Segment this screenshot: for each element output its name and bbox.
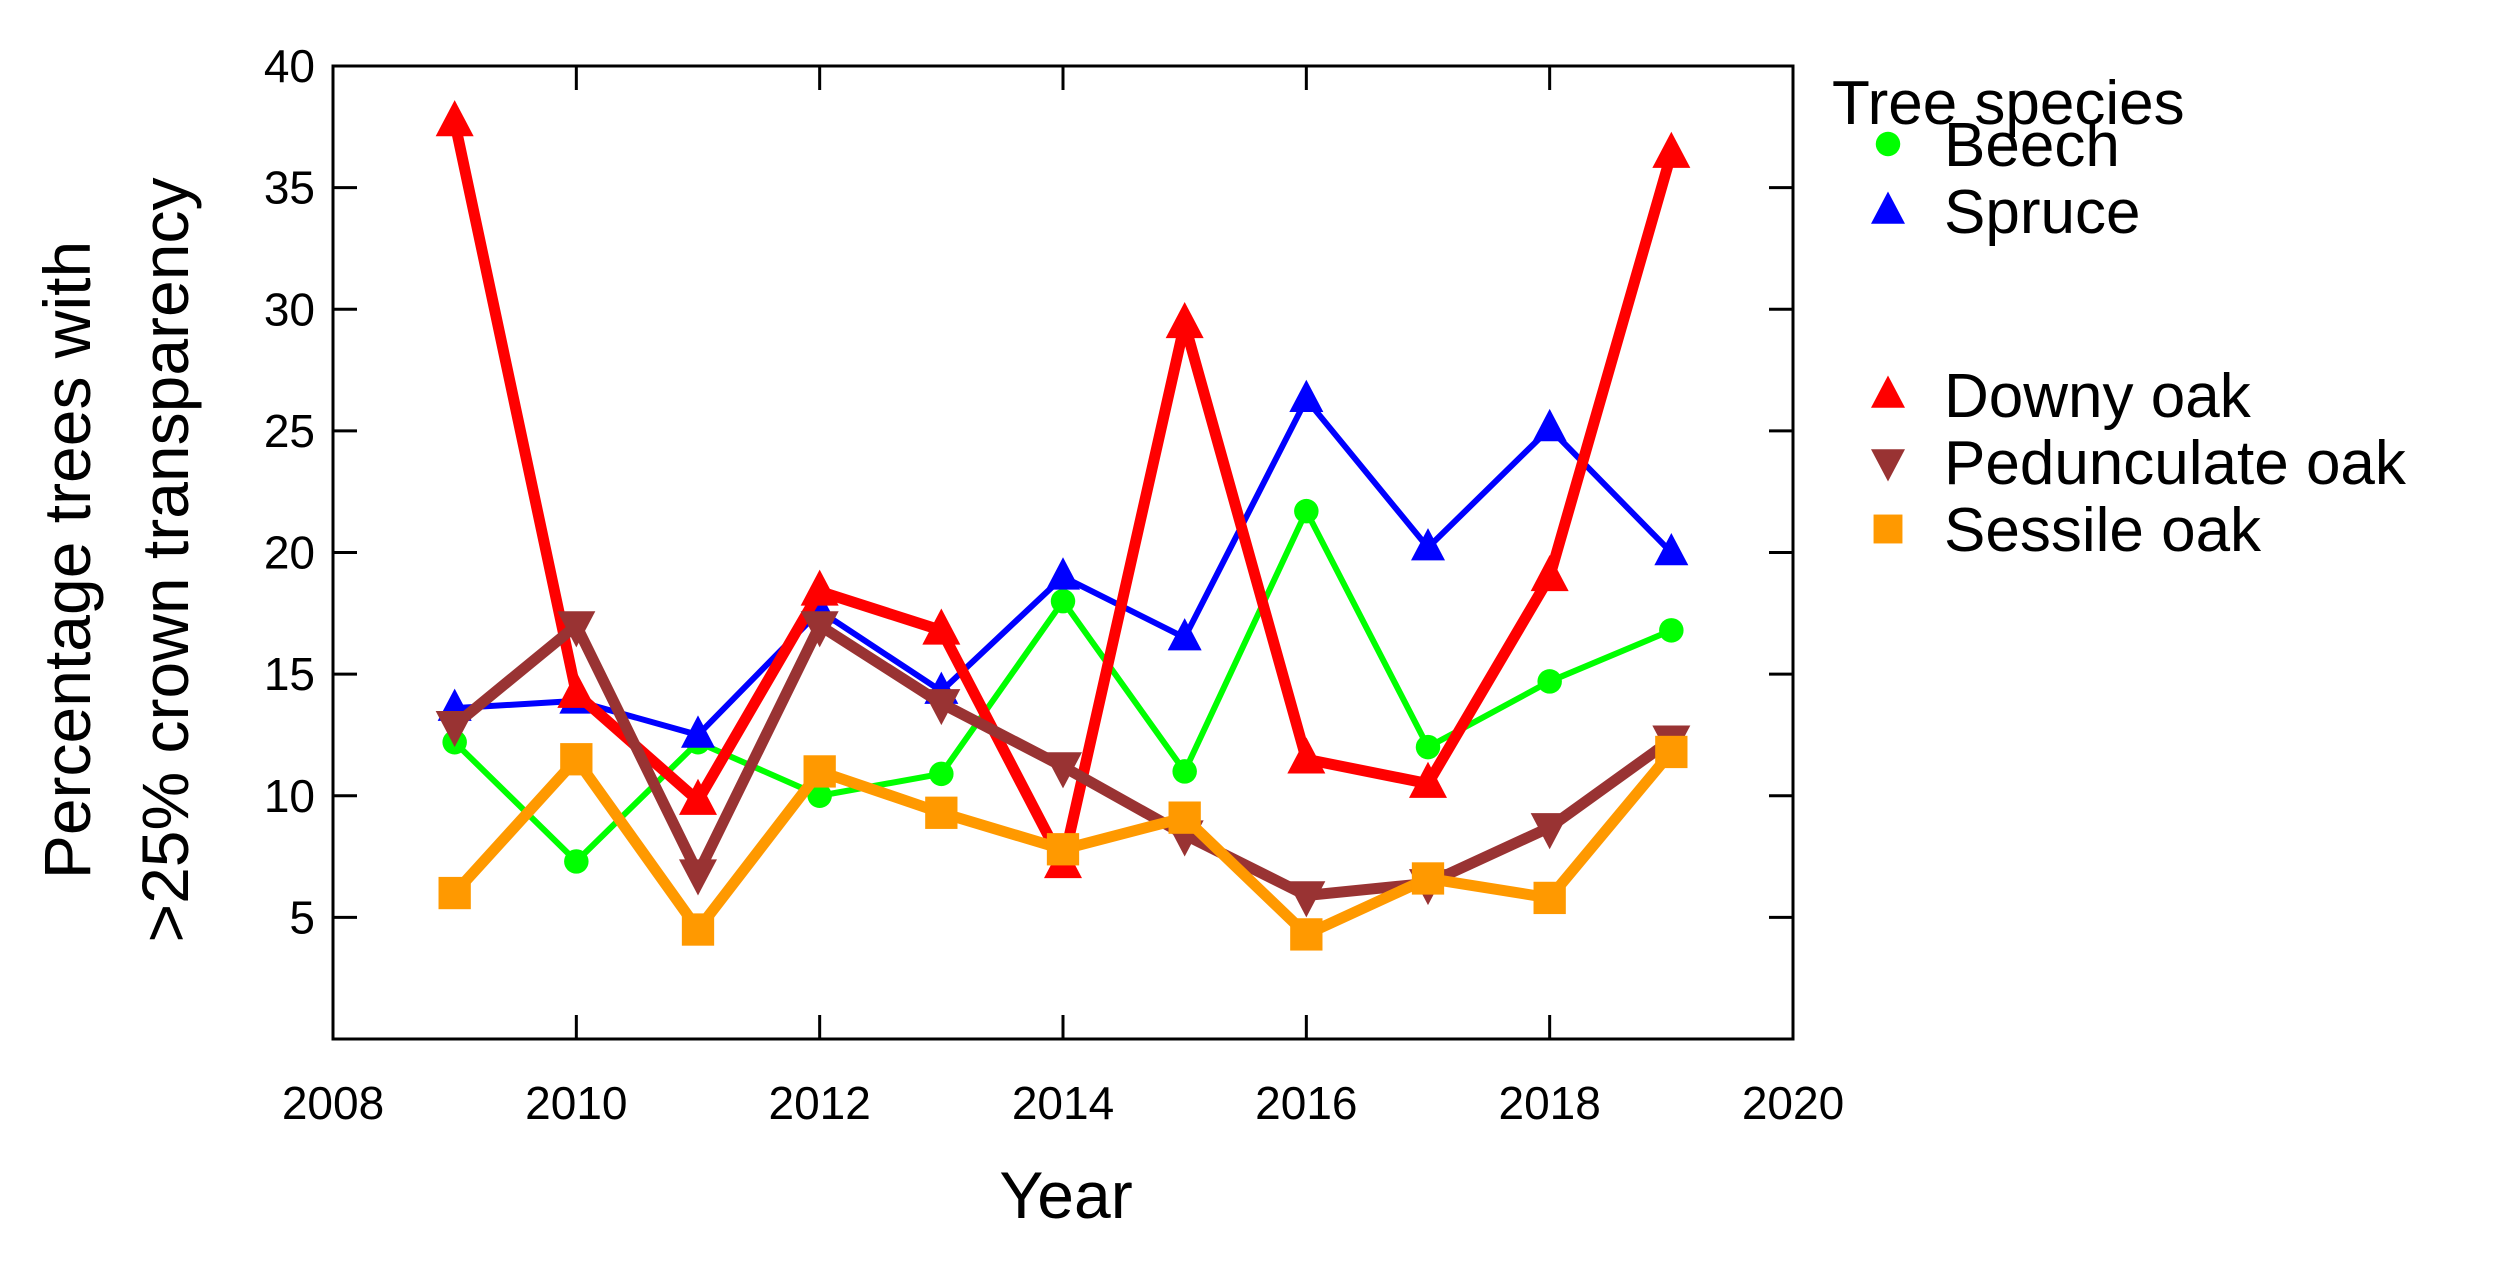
data-point-sessile-oak <box>681 913 715 946</box>
data-point-pedunculate-oak <box>800 611 839 648</box>
data-point-sessile-oak <box>1046 833 1080 866</box>
data-point-spruce <box>1532 408 1567 442</box>
data-point-sessile-oak <box>1411 862 1445 895</box>
data-point-sessile-oak <box>560 743 593 776</box>
data-point-downy-oak <box>1165 301 1204 339</box>
axes: 2008 2010 2012 2014 2016 2018 2020 5 10 15 20 25 30 3… <box>264 40 1844 1129</box>
legend-marker-downy-oak <box>1871 375 1905 408</box>
y-axis-title-line-2: >25% crown transparency <box>128 178 202 943</box>
data-point-beech <box>929 761 954 787</box>
y-tick-label: 5 <box>289 891 315 943</box>
data-point-spruce <box>681 715 715 748</box>
data-point-downy-oak <box>557 671 596 708</box>
data-point-spruce <box>1046 557 1080 590</box>
legend-marker-spruce <box>1871 191 1905 224</box>
series-sessile-oak <box>438 735 1688 951</box>
data-point-pedunculate-oak <box>557 611 596 648</box>
x-tick-label: 2008 <box>282 1077 384 1129</box>
x-tick-label: 2010 <box>525 1077 627 1129</box>
data-point-pedunculate-oak <box>922 689 961 726</box>
data-point-beech <box>807 783 832 808</box>
data-point-beech <box>1172 759 1197 784</box>
data-point-sessile-oak <box>1655 735 1688 769</box>
legend-item-pedunculate-oak: Pedunculate oak <box>1871 429 2407 498</box>
x-tick-label: 2014 <box>1012 1077 1114 1129</box>
data-point-beech <box>1415 734 1441 760</box>
legend-title: Tree species <box>1832 69 2185 138</box>
data-point-downy-oak <box>679 778 717 815</box>
y-tick-label: 20 <box>264 527 315 579</box>
x-tick-label: 2016 <box>1255 1077 1357 1129</box>
legend-item-spruce: Spruce <box>1871 178 2140 247</box>
data-point-spruce <box>1289 379 1324 413</box>
data-point-sessile-oak <box>1168 801 1201 834</box>
data-point-spruce <box>1167 618 1202 651</box>
y-tick-label: 35 <box>264 162 315 214</box>
plot-frame <box>331 64 1795 1041</box>
data-point-downy-oak <box>800 569 839 606</box>
data-point-sessile-oak <box>1290 918 1323 951</box>
data-point-sessile-oak <box>1533 881 1566 915</box>
x-axis-title: Year <box>999 1158 1132 1232</box>
data-point-beech <box>564 849 589 874</box>
legend-label-sessile-oak: Sessile oak <box>1944 496 2262 565</box>
y-tick-label: 15 <box>264 648 315 700</box>
y-tick-label: 30 <box>264 283 315 335</box>
legend-marker-sessile-oak <box>1873 514 1903 544</box>
data-point-beech <box>1294 498 1319 524</box>
data-point-pedunculate-oak <box>679 859 717 896</box>
data-point-spruce <box>1411 528 1445 561</box>
x-tick-label: 2020 <box>1742 1077 1844 1129</box>
x-tick-label: 2018 <box>1498 1077 1600 1129</box>
x-tick-label: 2012 <box>768 1077 870 1129</box>
data-point-beech <box>1659 618 1684 643</box>
legend-item-downy-oak: Downy oak <box>1871 362 2252 431</box>
data-point-downy-oak <box>1287 737 1326 774</box>
data-point-beech <box>1050 588 1076 614</box>
series-beech <box>442 498 1684 874</box>
data-point-pedunculate-oak <box>1287 881 1326 918</box>
y-tick-label: 40 <box>264 40 315 92</box>
data-point-pedunculate-oak <box>1530 813 1569 850</box>
series-layer <box>435 100 1691 951</box>
axis-labels: Year Percentage trees with >25% crown tr… <box>30 178 1133 1232</box>
data-point-downy-oak <box>1530 554 1569 592</box>
data-point-pedunculate-oak <box>1044 752 1082 789</box>
data-point-sessile-oak <box>925 796 958 829</box>
legend-item-beech: Beech <box>1875 111 2120 180</box>
y-tick-label: 10 <box>264 770 315 822</box>
data-point-spruce <box>1654 532 1689 566</box>
legend-label-pedunculate-oak: Pedunculate oak <box>1944 429 2407 498</box>
legend-label-downy-oak: Downy oak <box>1944 362 2252 431</box>
legend-marker-pedunculate-oak <box>1871 449 1905 482</box>
data-point-downy-oak <box>435 100 474 137</box>
data-point-downy-oak <box>1409 761 1447 798</box>
data-point-downy-oak <box>1652 131 1691 168</box>
series-spruce <box>437 379 1689 748</box>
y-axis-title-line-1: Percentage trees with <box>30 241 104 879</box>
data-point-sessile-oak <box>438 876 471 910</box>
data-point-pedunculate-oak <box>435 710 474 748</box>
legend-label-spruce: Spruce <box>1944 178 2140 247</box>
data-point-sessile-oak <box>803 755 836 788</box>
data-point-beech <box>1537 669 1562 694</box>
data-point-downy-oak <box>922 608 961 645</box>
legend-item-sessile-oak: Sessile oak <box>1873 496 2262 565</box>
y-tick-label: 25 <box>264 405 315 457</box>
legend-label-beech: Beech <box>1944 111 2120 180</box>
legend-marker-beech <box>1875 131 1901 157</box>
